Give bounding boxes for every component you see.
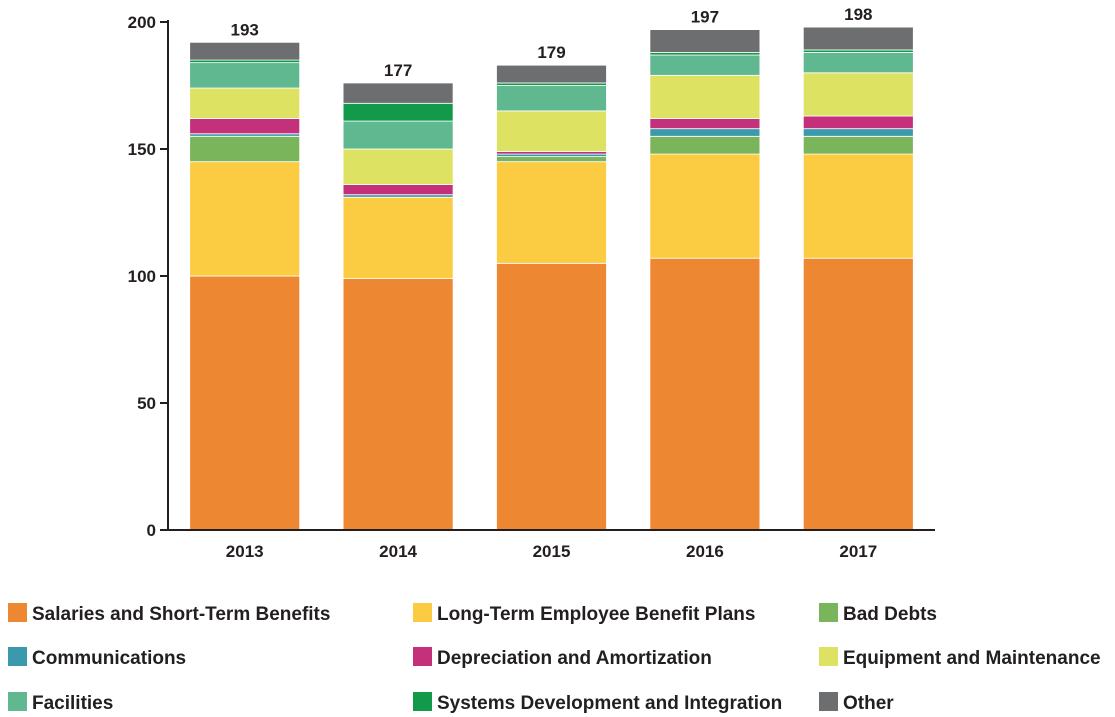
legend-item: Salaries and Short-Term Benefits	[8, 603, 330, 625]
bar-segment-2016-1	[649, 153, 761, 259]
bar-segment-2017-1	[802, 153, 914, 259]
legend-label: Systems Development and Integration	[437, 693, 782, 714]
bar-segment-2014-4	[342, 184, 454, 196]
legend-label: Long-Term Employee Benefit Plans	[437, 604, 755, 625]
bar-segment-2014-1	[342, 196, 454, 279]
bar-segment-2014-8	[342, 82, 454, 104]
bar-segment-2013-1	[189, 161, 301, 277]
legend-item: Systems Development and Integration	[413, 692, 782, 714]
bar-segment-2017-5	[802, 72, 914, 117]
legend-label: Salaries and Short-Term Benefits	[32, 604, 330, 625]
bar-segment-2014-7	[342, 102, 454, 122]
bar-segment-2013-5	[189, 87, 301, 119]
legend-swatch	[413, 692, 432, 711]
legend-item: Depreciation and Amortization	[413, 647, 712, 669]
legend: Salaries and Short-Term Benefits Long-Ter…	[8, 603, 1101, 714]
legend-swatch	[413, 647, 432, 666]
y-tick-label: 0	[147, 521, 156, 540]
bar-segment-2016-4	[649, 118, 761, 130]
y-tick-label: 50	[137, 394, 156, 413]
bar-segment-2014-6	[342, 120, 454, 150]
legend-swatch	[819, 692, 838, 711]
bar-segment-2016-0	[649, 257, 761, 531]
bar-segment-2013-4	[189, 118, 301, 135]
legend-item: Communications	[8, 647, 186, 669]
legend-label: Equipment and Maintenance	[843, 648, 1101, 669]
legend-label: Communications	[32, 648, 186, 669]
legend-item: Facilities	[8, 692, 113, 714]
bar-segment-2015-0	[496, 262, 607, 531]
bar-segment-2017-4	[802, 115, 914, 130]
legend-item: Equipment and Maintenance	[819, 647, 1101, 669]
bar-segment-2016-6	[649, 54, 761, 76]
legend-label: Bad Debts	[843, 604, 937, 625]
legend-swatch	[413, 603, 432, 622]
bar-total-label: 197	[691, 8, 719, 27]
bar-segment-2017-8	[802, 26, 914, 51]
bar-total-label: 177	[384, 61, 412, 80]
y-tick-label: 200	[128, 13, 156, 32]
bar-segment-2016-5	[649, 74, 761, 119]
x-tick-label: 2014	[379, 542, 417, 561]
legend-label: Facilities	[32, 693, 113, 714]
x-tick-label: 2017	[839, 542, 877, 561]
legend-item: Long-Term Employee Benefit Plans	[413, 603, 755, 625]
bar-segment-2013-2	[189, 135, 301, 163]
bar-segment-2017-0	[802, 257, 914, 531]
bar-segment-2013-6	[189, 62, 301, 89]
legend-swatch	[819, 647, 838, 666]
legend-swatch	[8, 603, 27, 622]
y-tick-label: 150	[128, 140, 156, 159]
legend-swatch	[8, 647, 27, 666]
bar-segment-2013-8	[189, 41, 301, 61]
bar-total-label: 198	[844, 5, 872, 24]
x-tick-label: 2013	[226, 542, 264, 561]
bar-segment-2015-5	[496, 110, 607, 152]
bar-segment-2016-3	[649, 128, 761, 137]
bar-segment-2015-2	[496, 156, 607, 163]
bar-total-labels: 193 177 179 197 198	[231, 5, 873, 80]
legend-label: Depreciation and Amortization	[437, 648, 712, 669]
bar-segment-2014-0	[342, 278, 454, 531]
bar-segment-2017-2	[802, 135, 914, 155]
bar-total-label: 179	[537, 43, 565, 62]
legend-item: Other	[819, 692, 894, 714]
bar-segment-2015-8	[496, 64, 607, 84]
y-axis: 0 50 100 150 200	[128, 13, 169, 540]
legend-swatch	[819, 603, 838, 622]
legend-swatch	[8, 692, 27, 711]
bar-segment-2013-0	[189, 275, 301, 531]
x-tick-label: 2016	[686, 542, 724, 561]
bar-segment-2015-6	[496, 85, 607, 112]
bar-segment-2017-3	[802, 128, 914, 137]
legend-label: Other	[843, 693, 894, 714]
y-tick-label: 100	[128, 267, 156, 286]
bar-segment-2016-8	[649, 29, 761, 53]
bar-segment-2015-1	[496, 161, 607, 264]
bar-segment-2017-6	[802, 52, 914, 74]
bar-total-label: 193	[231, 20, 259, 39]
bar-segment-2014-5	[342, 148, 454, 185]
legend-item: Bad Debts	[819, 603, 937, 625]
x-axis: 2013 2014 2015 2016 2017	[167, 529, 935, 561]
bar-segment-2016-2	[649, 135, 761, 155]
bars	[189, 26, 914, 531]
x-tick-label: 2015	[533, 542, 571, 561]
